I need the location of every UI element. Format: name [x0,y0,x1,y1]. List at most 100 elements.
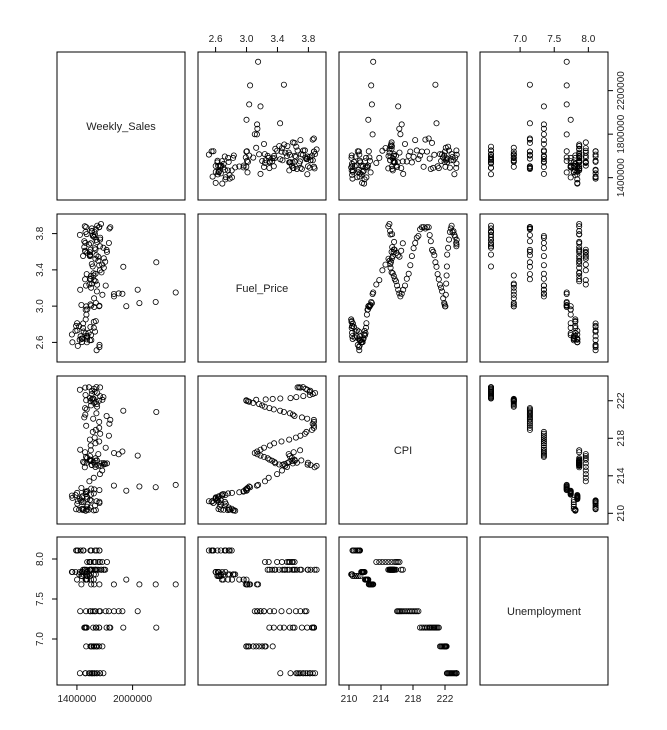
data-point [398,247,405,254]
panel-frame [56,536,186,686]
data-point [444,159,451,166]
data-point [570,501,577,508]
tick-label: 3.8 [301,34,315,45]
data-point [487,147,494,154]
data-point [296,670,303,677]
data-point [379,559,386,566]
data-point [81,459,88,466]
data-point [392,152,399,159]
data-point [526,139,533,146]
data-point [298,566,305,573]
data-point [73,547,80,554]
data-point [487,241,494,248]
data-point [576,249,583,256]
data-point [253,131,260,138]
data-point [309,136,316,143]
data-point [487,384,494,391]
data-point [104,559,111,566]
data-point [291,457,298,464]
data-point [563,131,570,138]
data-point [576,155,583,162]
data-point [77,547,84,554]
data-point [98,269,105,276]
data-point [243,397,250,404]
data-point [225,158,232,165]
data-point [563,58,570,65]
data-point [382,559,389,566]
data-point [399,240,406,247]
data-point [576,278,583,285]
data-point [399,158,406,165]
data-point [363,320,370,327]
data-point [582,162,589,169]
data-point [445,143,452,150]
data-point [92,547,99,554]
data-point [288,559,295,566]
data-point [453,241,460,248]
data-point [293,143,300,150]
data-point [376,154,383,161]
tick-label: 2200000 [616,71,627,110]
data-point [310,163,317,170]
data-point [540,262,547,269]
data-point [300,147,307,154]
data-point [428,139,435,146]
panel-CPI-vs-Fuel_Price [197,375,327,525]
data-point [570,503,577,510]
data-point [256,643,263,650]
data-point [510,291,517,298]
data-point [261,151,268,158]
data-point [78,301,85,308]
data-point [427,238,434,245]
data-point [152,298,159,305]
data-point [134,452,141,459]
data-point [278,438,285,445]
panel-Fuel_Price-vs-Weekly_Sales [56,213,186,363]
data-point [278,148,285,155]
data-point [313,566,320,573]
data-point [96,438,103,445]
data-point [526,224,533,231]
data-point [355,148,362,155]
data-point [309,420,316,427]
data-point [88,670,95,677]
panel-frame [479,375,609,525]
data-point [576,447,583,454]
data-point [370,289,377,296]
data-point [434,271,441,278]
tick-label: 2.6 [209,34,223,45]
data-point [87,559,94,566]
data-point [110,482,117,489]
data-point [373,559,380,566]
data-point [89,263,96,270]
data-point [453,243,460,250]
data-point [443,263,450,270]
data-point [412,239,419,246]
data-point [247,82,254,89]
data-point [257,103,264,110]
data-point [567,303,574,310]
data-point [81,223,88,230]
data-point [95,451,102,458]
data-point [433,120,440,127]
data-point [99,643,106,650]
data-point [563,169,570,176]
data-point [73,506,80,513]
data-point [284,143,291,150]
data-point [570,505,577,512]
data-point [253,396,260,403]
data-point [436,151,443,158]
data-point [92,566,99,573]
data-point [304,163,311,170]
data-point [398,165,405,172]
data-point [69,339,76,346]
data-point [540,153,547,160]
data-point [92,440,99,447]
data-point [299,151,306,158]
data-point [563,82,570,89]
data-point [310,424,317,431]
data-point [266,165,273,172]
data-point [289,411,296,418]
data-point [387,264,394,271]
data-point [405,270,412,277]
